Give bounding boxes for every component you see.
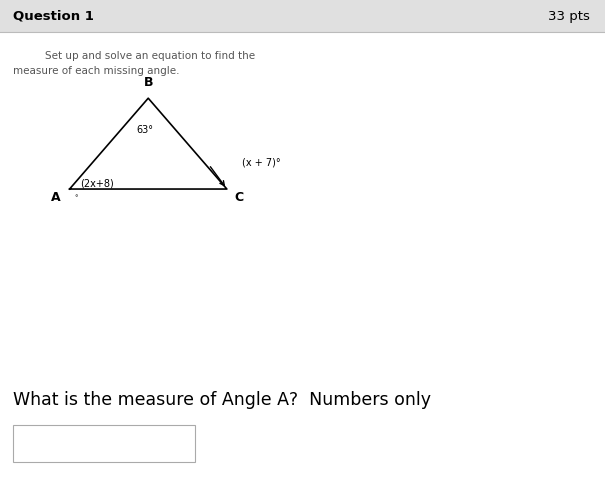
Text: (x + 7)°: (x + 7)°: [242, 157, 281, 167]
Text: (2x+8): (2x+8): [80, 178, 114, 188]
Text: 33 pts: 33 pts: [548, 10, 590, 23]
FancyBboxPatch shape: [0, 0, 605, 32]
Text: A: A: [51, 191, 60, 204]
Text: What is the measure of Angle A?  Numbers only: What is the measure of Angle A? Numbers …: [13, 391, 431, 409]
Text: Question 1: Question 1: [13, 10, 94, 23]
Text: C: C: [234, 191, 243, 204]
Text: °: °: [74, 195, 78, 201]
Text: 63°: 63°: [136, 125, 153, 135]
Text: measure of each missing angle.: measure of each missing angle.: [13, 66, 180, 76]
Text: B: B: [143, 77, 153, 89]
Text: Set up and solve an equation to find the: Set up and solve an equation to find the: [45, 52, 255, 61]
FancyBboxPatch shape: [13, 425, 195, 462]
